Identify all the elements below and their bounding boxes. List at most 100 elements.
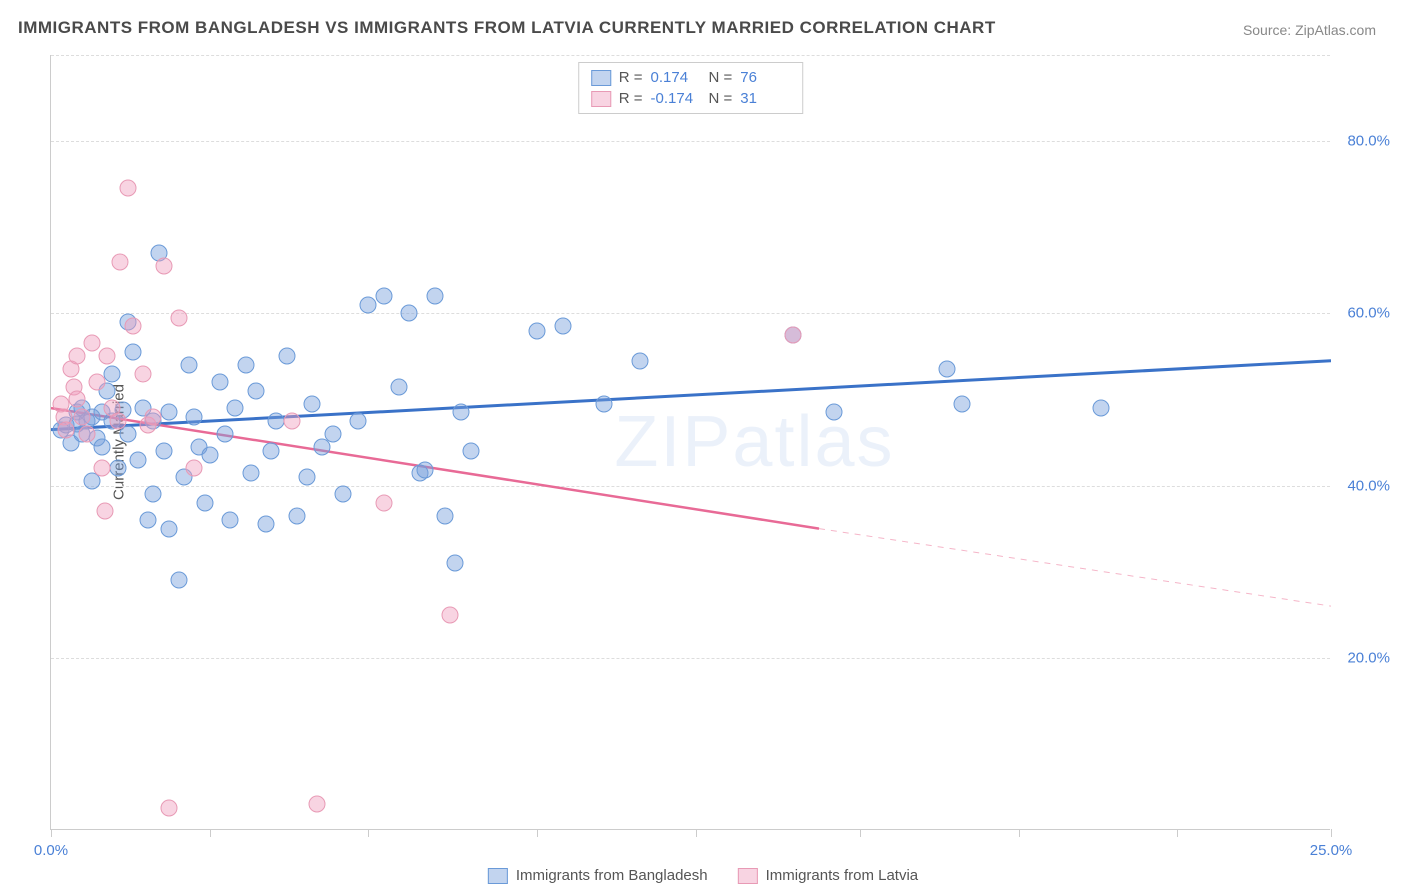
data-point <box>447 555 464 572</box>
data-point <box>135 365 152 382</box>
data-point <box>211 374 228 391</box>
data-point <box>299 468 316 485</box>
y-tick-label: 60.0% <box>1335 305 1390 322</box>
data-point <box>391 378 408 395</box>
data-point <box>83 335 100 352</box>
plot-area: Currently Married 20.0%40.0%60.0%80.0% 0… <box>50 55 1330 830</box>
data-point <box>94 438 111 455</box>
legend-label: Immigrants from Bangladesh <box>516 867 708 884</box>
n-value-blue: 76 <box>740 69 790 86</box>
data-point <box>160 800 177 817</box>
data-point <box>99 348 116 365</box>
data-point <box>437 507 454 524</box>
x-tick <box>696 829 697 837</box>
data-point <box>104 365 121 382</box>
data-point <box>78 425 95 442</box>
data-point <box>119 180 136 197</box>
swatch-pink <box>591 91 611 107</box>
data-point <box>324 425 341 442</box>
swatch-blue <box>488 868 508 884</box>
y-tick-label: 20.0% <box>1335 649 1390 666</box>
source-attribution: Source: ZipAtlas.com <box>1243 22 1376 38</box>
data-point <box>130 451 147 468</box>
x-tick <box>368 829 369 837</box>
data-point <box>160 404 177 421</box>
data-point <box>304 395 321 412</box>
data-point <box>334 486 351 503</box>
data-point <box>186 460 203 477</box>
data-point <box>155 443 172 460</box>
data-point <box>427 288 444 305</box>
data-point <box>954 395 971 412</box>
data-point <box>242 464 259 481</box>
data-point <box>350 412 367 429</box>
data-point <box>237 357 254 374</box>
legend-item-bangladesh: Immigrants from Bangladesh <box>488 867 708 884</box>
gridline <box>51 658 1330 659</box>
x-tick <box>51 829 52 837</box>
chart-title: IMMIGRANTS FROM BANGLADESH VS IMMIGRANTS… <box>18 18 996 38</box>
n-label: N = <box>709 69 733 86</box>
data-point <box>96 503 113 520</box>
data-point <box>171 572 188 589</box>
gridline <box>51 313 1330 314</box>
swatch-blue <box>591 70 611 86</box>
data-point <box>555 318 572 335</box>
data-point <box>283 412 300 429</box>
trend-lines <box>51 55 1331 830</box>
data-point <box>124 318 141 335</box>
data-point <box>68 348 85 365</box>
data-point <box>826 404 843 421</box>
data-point <box>112 253 129 270</box>
data-point <box>785 326 802 343</box>
watermark: ZIPatlas <box>614 401 894 483</box>
data-point <box>109 412 126 429</box>
data-point <box>401 305 418 322</box>
data-point <box>227 400 244 417</box>
data-point <box>595 395 612 412</box>
data-point <box>263 443 280 460</box>
legend-row-blue: R = 0.174 N = 76 <box>591 67 791 88</box>
data-point <box>360 296 377 313</box>
r-label: R = <box>619 69 643 86</box>
series-legend: Immigrants from Bangladesh Immigrants fr… <box>488 867 918 884</box>
x-tick <box>1177 829 1178 837</box>
r-label: R = <box>619 90 643 107</box>
data-point <box>452 404 469 421</box>
legend-label: Immigrants from Latvia <box>766 867 919 884</box>
r-value-pink: -0.174 <box>651 90 701 107</box>
data-point <box>186 408 203 425</box>
x-tick <box>210 829 211 837</box>
data-point <box>416 462 433 479</box>
data-point <box>196 494 213 511</box>
x-tick-label: 0.0% <box>34 842 68 859</box>
data-point <box>462 443 479 460</box>
data-point <box>247 382 264 399</box>
data-point <box>68 391 85 408</box>
x-tick-label: 25.0% <box>1310 842 1353 859</box>
data-point <box>145 486 162 503</box>
data-point <box>375 288 392 305</box>
data-point <box>58 421 75 438</box>
data-point <box>258 516 275 533</box>
data-point <box>89 374 106 391</box>
x-tick <box>1019 829 1020 837</box>
x-tick <box>860 829 861 837</box>
data-point <box>375 494 392 511</box>
legend-row-pink: R = -0.174 N = 31 <box>591 88 791 109</box>
data-point <box>222 512 239 529</box>
correlation-legend: R = 0.174 N = 76 R = -0.174 N = 31 <box>578 62 804 114</box>
n-label: N = <box>709 90 733 107</box>
y-tick-label: 40.0% <box>1335 477 1390 494</box>
r-value-blue: 0.174 <box>651 69 701 86</box>
data-point <box>140 512 157 529</box>
data-point <box>109 460 126 477</box>
data-point <box>278 348 295 365</box>
data-point <box>1092 400 1109 417</box>
data-point <box>631 352 648 369</box>
data-point <box>181 357 198 374</box>
y-tick-label: 80.0% <box>1335 133 1390 150</box>
data-point <box>201 447 218 464</box>
n-value-pink: 31 <box>740 90 790 107</box>
data-point <box>309 796 326 813</box>
